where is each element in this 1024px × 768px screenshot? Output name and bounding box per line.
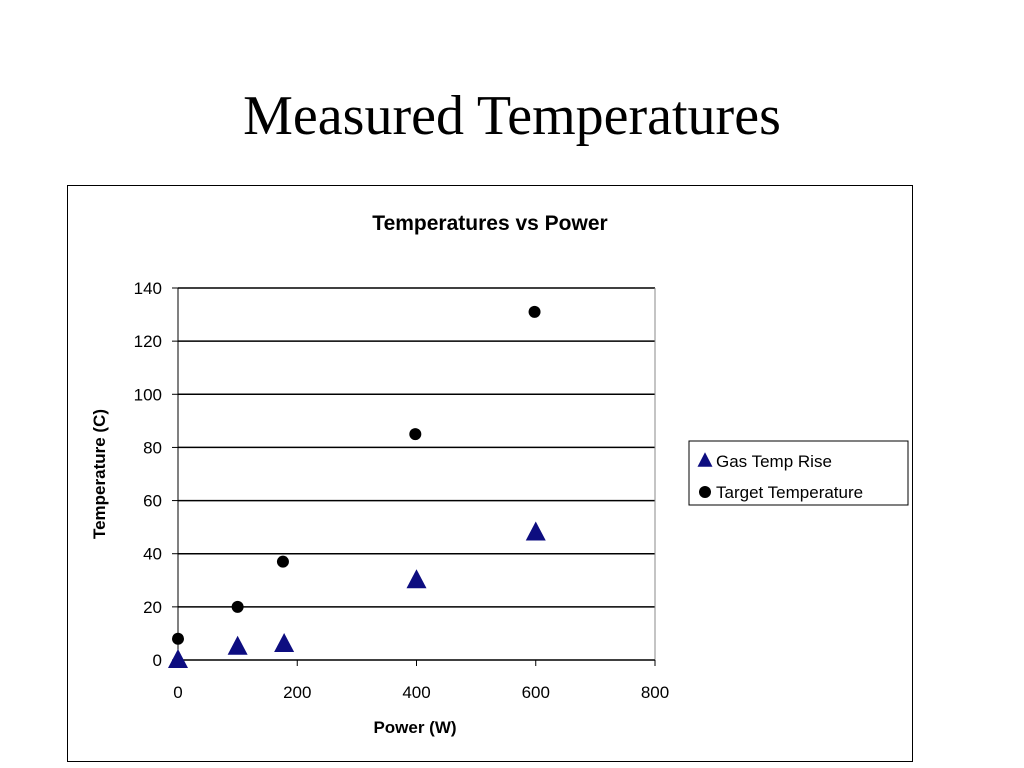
- y-axis-label: Temperature (C): [90, 409, 109, 539]
- y-tick-label: 100: [134, 385, 162, 404]
- y-tick-label: 60: [143, 492, 162, 511]
- gas-temp-rise-point: [274, 633, 295, 653]
- y-tick-label: 80: [143, 438, 162, 457]
- x-tick-label: 800: [641, 683, 669, 702]
- chart-frame: [67, 185, 913, 762]
- target-temperature-point: [231, 600, 244, 613]
- y-tick-label: 140: [134, 279, 162, 298]
- target-temperature-point: [276, 555, 289, 568]
- x-tick-label: 600: [522, 683, 550, 702]
- x-axis-label: Power (W): [373, 718, 456, 737]
- points-layer: [168, 305, 546, 668]
- y-tick-label: 20: [143, 598, 162, 617]
- x-tick-label: 0: [173, 683, 182, 702]
- chart-title: Temperatures vs Power: [372, 212, 607, 235]
- y-tick-label: 120: [134, 332, 162, 351]
- legend-item-label: Gas Temp Rise: [716, 452, 832, 471]
- target-temperature-point: [172, 632, 184, 645]
- y-tick-label: 40: [143, 545, 162, 564]
- gas-temp-rise-point: [168, 649, 188, 668]
- grid-layer: [178, 287, 656, 661]
- legend-item-label: Target Temperature: [716, 483, 863, 502]
- legend-marker: [697, 452, 713, 467]
- legend-box: [688, 440, 909, 506]
- slide-title: Measured Temperatures: [243, 85, 781, 147]
- gas-temp-rise-point: [227, 635, 248, 655]
- y-tick-label: 0: [153, 651, 162, 670]
- gas-temp-rise-point: [525, 521, 546, 541]
- axis-layer: 0 20 40 60 80 100 120 140 0 200 400 600 800: [134, 279, 670, 702]
- legend: Gas Temp Rise Target Temperature: [688, 440, 909, 506]
- x-tick-label: 400: [402, 683, 430, 702]
- legend-marker: [699, 486, 711, 498]
- x-tick-label: 200: [283, 683, 311, 702]
- target-temperature-point: [528, 305, 541, 318]
- target-temperature-point: [409, 428, 422, 441]
- gas-temp-rise-point: [406, 569, 427, 589]
